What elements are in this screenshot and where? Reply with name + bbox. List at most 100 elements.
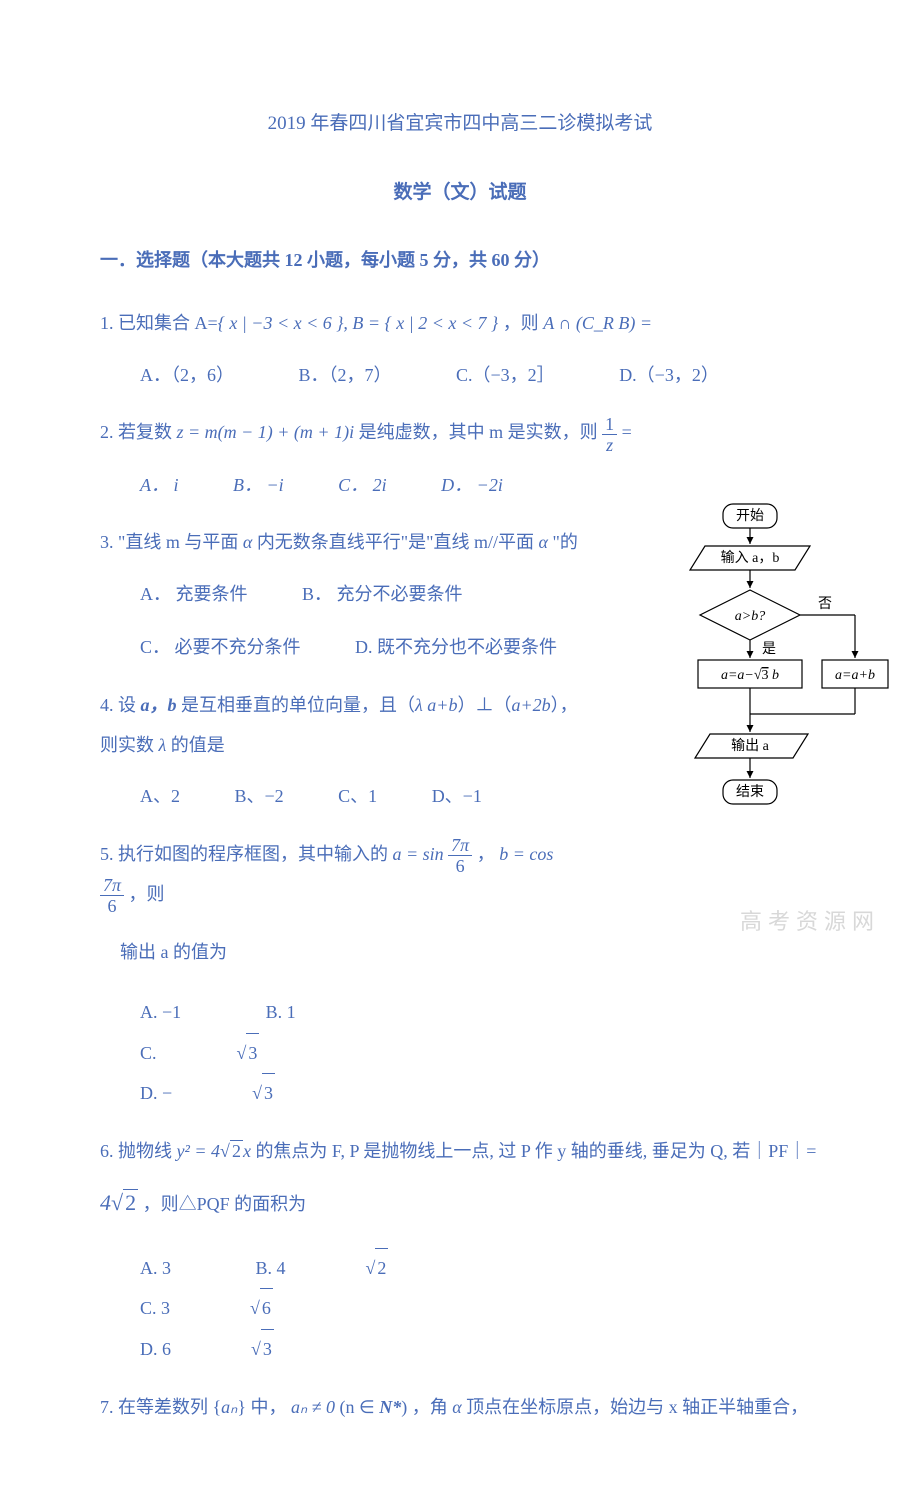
section-heading: 一．选择题（本大题共 12 小题，每小题 5 分，共 60 分） [100,247,820,274]
sqrt-icon: √3 [251,1329,354,1370]
question-7: 7. 在等差数列 {aₙ} 中， aₙ ≠ 0 (n ∈ N*) ，角 α 顶点… [100,1388,820,1428]
q4-options: A、2 B、−2 C、1 D、−1 [100,777,580,817]
q1-opt-a: A．（2，6） [140,356,234,396]
fc-output: 输出 a [731,738,769,754]
fc-right: a=a+b [835,668,875,683]
q6-r2: 2 [123,1189,138,1215]
q5-opt-c-pre: C. [140,1034,157,1074]
q7-nstar: N* [379,1397,401,1417]
q6-line2: 4√2 ，则△PQF 的面积为 [100,1179,820,1227]
sqrt-icon: √2 [111,1179,138,1227]
q3-opt-d: D. 既不充分也不必要条件 [355,628,557,668]
q4-opt-d: D、−1 [432,777,482,817]
q6-x: x [243,1141,251,1161]
q1-options: A．（2，6） B．（2，7） C.（−3，2］ D.（−3，2） [100,356,820,396]
q5-f1d: 6 [448,856,472,875]
q5-options: A. −1 B. 1 C. √3 D. −√3 [100,993,580,1114]
q1-prefix: 已知集合 A= [118,313,218,333]
q6-opt-d: D. 6 √3 [140,1329,434,1370]
q1-opt-d: D.（−3，2） [619,356,719,396]
sqrt-icon: √3 [237,1033,340,1074]
q1-suffix: ，则 [498,313,543,333]
page-subtitle: 数学（文）试题 [100,179,820,208]
fc-cond: a>b? [735,609,765,624]
q5-f1n: 7π [448,836,472,856]
q6-num: 6. [100,1141,114,1161]
q4-prefix: 设 [118,695,141,715]
q3-alpha2: α [539,532,548,552]
fc-end: 结束 [736,784,764,800]
q3-text-b: 内无数条直线平行"是"直线 m//平面 [252,532,538,552]
q7-an: aₙ [221,1397,237,1417]
fc-input: 输入 a，b [721,550,780,566]
q7-prefix: 在等差数列 { [114,1397,222,1417]
q5-prefix: 执行如图的程序框图，其中输入的 [114,844,393,864]
q7-mid1: } 中， [237,1397,291,1417]
q4-l1: λ a+b [415,695,457,715]
q6-opt-b-pre: B. 4 [256,1249,286,1289]
q2-suffix: = [617,422,632,442]
watermark: 高考资源网 [740,905,880,938]
fc-yes: 是 [762,642,776,657]
q4-ab: a，b [141,695,177,715]
q5-sep: ， [472,844,499,864]
q6-mid: 的焦点为 F, P 是抛物线上一点, 过 P 作 y 轴的垂线, 垂足为 Q, … [251,1141,816,1161]
q2-frac: 1z [602,415,617,454]
q6-opt-c-pre: C. 3 [140,1289,170,1329]
q6-opt-d-pre: D. 6 [140,1330,171,1370]
q3-options-1: A． 充要条件 B． 充分不必要条件 [100,575,580,615]
fc-no: 否 [818,597,832,612]
q6-ysq: y² = 4 [177,1141,221,1161]
q7-mid3: ) ，角 [401,1397,452,1417]
q5-a-eq: a = sin [393,844,444,864]
q5-frac1: 7π6 [448,836,472,875]
exam-page: 2019 年春四川省宜宾市四中高三二诊模拟考试 数学（文）试题 一．选择题（本大… [0,0,920,1485]
q6-prefix: 抛物线 [118,1141,177,1161]
q4-mid2: ）⊥（ [457,695,511,715]
q2-opt-b: B． −i [233,466,284,506]
fc-left-pre: a=a− [721,668,754,683]
q5-opt-d-val: 3 [262,1073,275,1114]
q2-opt-a: A． i [140,466,179,506]
q3-num: 3. [100,532,114,552]
fc-left-suf: b [769,668,780,683]
question-5: 5. 执行如图的程序框图，其中输入的 a = sin 7π6 ， b = cos… [100,835,820,1114]
q2-prefix: 若复数 [118,422,177,442]
q3-opt-c: C． 必要不充分条件 [140,628,301,668]
q7-alpha: α [452,1397,461,1417]
q5-f2n: 7π [100,876,124,896]
q2-expr: z = m(m − 1) + (m + 1)i [177,422,355,442]
q4-suffix: 的值是 [166,735,225,755]
q5-opt-d: D. −√3 [140,1073,435,1114]
fc-left-box: a=a−√3 b [721,668,779,683]
sqrt-icon: √2 [366,1248,469,1289]
q6-opt-b: B. 4 √2 [256,1248,549,1289]
q5-opt-a: A. −1 [140,993,181,1033]
q2-frac-den: z [602,435,617,454]
fc-left-rad: 3 [762,668,769,683]
q5-opt-c-val: 3 [246,1033,259,1074]
q5-line2: 输出 a 的值为 [100,933,580,973]
q3-opt-b: B． 充分不必要条件 [302,575,463,615]
q5-opt-b: B. 1 [266,993,296,1033]
q7-cond: aₙ ≠ 0 [291,1397,335,1417]
q2-opt-c: C． 2i [338,466,387,506]
q5-opt-d-pre: D. − [140,1074,172,1114]
q6-suffix: ，则△PQF 的面积为 [138,1194,306,1214]
q7-suffix: 顶点在坐标原点，始边与 x 轴正半轴重合， [462,1397,809,1417]
q6-opt-a: A. 3 [140,1249,171,1289]
q1-expr: A ∩ (C_R B) = [543,313,652,333]
q4-opt-b: B、−2 [235,777,284,817]
q5-num: 5. [100,844,114,864]
q3-text-a: "直线 m 与平面 [118,532,243,552]
page-title: 2019 年春四川省宜宾市四中高三二诊模拟考试 [100,110,820,139]
sqrt-icon: √6 [250,1288,353,1329]
q7-num: 7. [100,1397,114,1417]
q4-mid: 是互相垂直的单位向量，且（ [177,695,416,715]
q6-opt-d-val: 3 [261,1329,274,1370]
q2-frac-num: 1 [602,415,617,435]
q2-num: 2. [100,422,114,442]
q5-opt-c: C. √3 [140,1033,419,1074]
q1-opt-b: B．（2，7） [299,356,392,396]
q6-options: A. 3 B. 4 √2 C. 3 √6 D. 6 √3 [100,1248,820,1370]
